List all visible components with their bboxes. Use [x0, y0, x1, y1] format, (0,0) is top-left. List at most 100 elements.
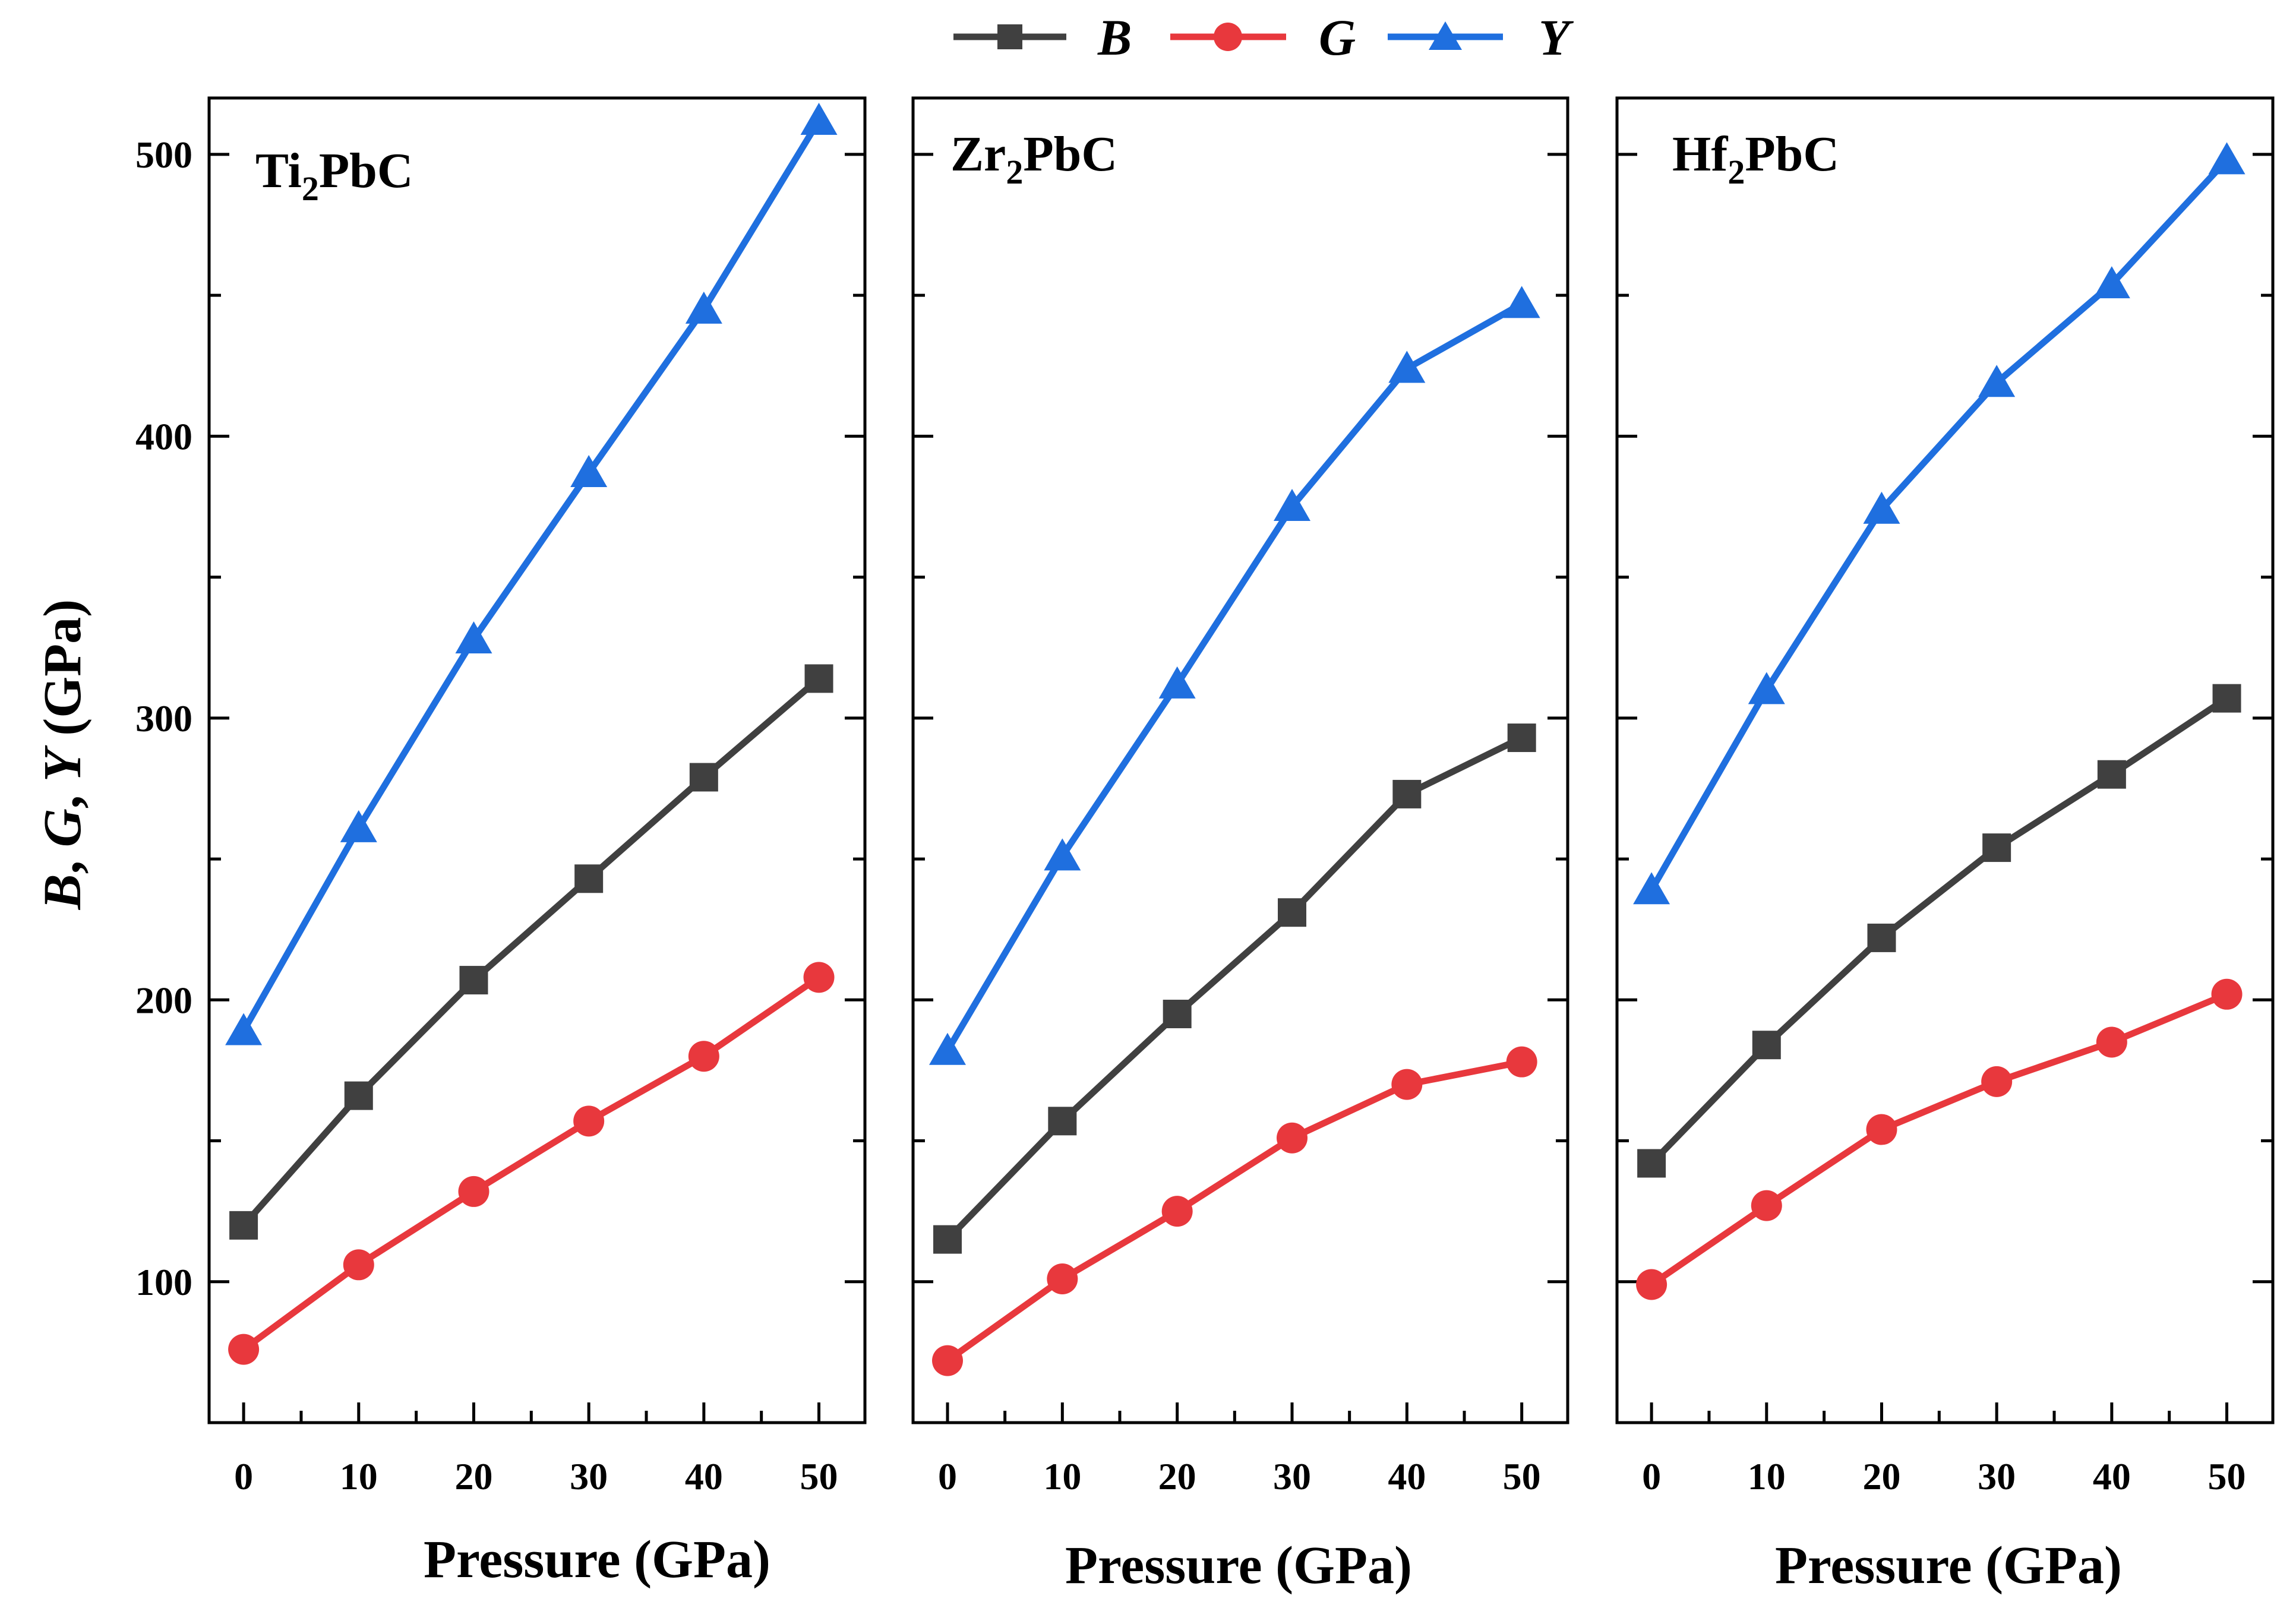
panel-zr2pbc: Zr2PbC Pressure (GPa) 0 10 20 30 40 50: [911, 96, 1569, 1595]
y-axis-title-part: B: [33, 874, 92, 910]
series-line-b-hf2pbc: [1649, 696, 2229, 1166]
data-point-y: [929, 1032, 966, 1065]
data-point-g: [1866, 1114, 1897, 1145]
data-point-y: [1388, 350, 1426, 383]
legend-entry-b: B: [953, 9, 1132, 66]
data-point-b: [229, 1211, 258, 1240]
legend-entry-g: G: [1170, 9, 1356, 66]
x-tick-label: 40: [2093, 1455, 2131, 1497]
data-point-y: [1748, 672, 1785, 704]
data-point-g: [1636, 1269, 1667, 1300]
legend-marker-y: [1429, 21, 1462, 50]
x-tick-label: 50: [2208, 1455, 2246, 1497]
series-line-b-zr2pbc: [945, 735, 1524, 1242]
y-axis-title-part: Y: [33, 745, 92, 782]
data-point-g: [573, 1105, 605, 1137]
data-point-b: [459, 966, 488, 995]
x-tick-label: 30: [1273, 1455, 1311, 1497]
series-line-g-hf2pbc: [1649, 991, 2228, 1288]
y-tick-label: 100: [135, 1261, 192, 1303]
x-tick-label: 10: [1748, 1455, 1786, 1497]
x-axis-title-zr2pbc: Pressure (GPa): [1065, 1536, 1412, 1595]
plot-frame: [207, 96, 867, 1424]
data-point-g: [1391, 1069, 1423, 1100]
data-point-y: [455, 621, 492, 653]
data-point-b: [1163, 1000, 1192, 1029]
data-point-b: [689, 763, 718, 792]
x-tick-label: 50: [1503, 1455, 1541, 1497]
data-point-g: [228, 1334, 260, 1365]
series-line-g-ti2pbc: [241, 974, 821, 1353]
x-tick-label: 0: [1642, 1455, 1661, 1497]
data-point-b: [1392, 779, 1422, 808]
legend-label-y: Y: [1539, 9, 1574, 66]
data-point-y: [1044, 838, 1081, 871]
data-point-g: [458, 1176, 489, 1207]
data-point-y: [1863, 491, 1900, 524]
data-point-y: [1633, 872, 1670, 905]
legend-label-g: G: [1319, 9, 1356, 66]
data-point-g: [1277, 1122, 1308, 1154]
data-point-b: [574, 864, 604, 893]
x-axis-title-ti2pbc: Pressure (GPa): [424, 1530, 770, 1589]
x-tick-label: 50: [800, 1455, 838, 1497]
data-point-b: [1867, 923, 1896, 952]
data-point-y: [1158, 666, 1196, 699]
data-point-g: [803, 962, 835, 993]
x-tick-label: 0: [938, 1455, 957, 1497]
legend: B G Y: [953, 9, 1574, 66]
data-point-y: [800, 102, 838, 135]
data-point-g: [1506, 1046, 1537, 1078]
data-point-b: [1982, 833, 2011, 862]
series-line-y-zr2pbc: [945, 301, 1524, 1053]
panel-title-hf2pbc: Hf2PbC: [1672, 127, 1839, 191]
plot-frame: [911, 96, 1569, 1424]
x-tick-label: 0: [234, 1455, 253, 1497]
x-tick-label: 20: [1158, 1455, 1196, 1497]
data-point-y: [1503, 286, 1540, 318]
series-line-y-hf2pbc: [1648, 157, 2229, 892]
x-tick-label: 20: [454, 1455, 492, 1497]
data-point-y: [2208, 142, 2246, 175]
data-point-b: [1048, 1107, 1077, 1136]
data-point-b: [1278, 898, 1306, 927]
data-point-g: [1981, 1066, 2013, 1097]
data-point-y: [225, 1013, 263, 1045]
x-tick-label: 10: [1043, 1455, 1081, 1497]
data-point-g: [1047, 1263, 1078, 1295]
data-point-g: [2211, 978, 2243, 1010]
data-point-g: [2096, 1026, 2127, 1058]
y-axis-title-part: G: [33, 808, 92, 847]
data-point-y: [340, 810, 377, 842]
x-tick-label: 40: [685, 1455, 723, 1497]
x-tick-label: 40: [1388, 1455, 1426, 1497]
data-point-b: [344, 1081, 373, 1110]
panel-title-ti2pbc: Ti2PbC: [255, 143, 413, 208]
legend-marker-g: [1214, 23, 1242, 51]
y-axis-title-part: (GPa): [33, 599, 92, 749]
y-tick-label: 400: [135, 415, 192, 457]
x-tick-label: 30: [570, 1455, 608, 1497]
data-point-y: [685, 291, 722, 324]
data-point-b: [1752, 1031, 1781, 1060]
series-line-g-zr2pbc: [945, 1059, 1523, 1364]
data-point-g: [1161, 1196, 1193, 1227]
data-point-b: [1507, 723, 1536, 753]
legend-entry-y: Y: [1388, 9, 1574, 66]
plot-frame: [1615, 96, 2275, 1424]
data-point-y: [1274, 488, 1310, 521]
data-point-b: [933, 1225, 962, 1254]
x-axis-title-hf2pbc: Pressure (GPa): [1775, 1536, 2122, 1595]
y-axis-title: B, G, Y (GPa): [33, 599, 92, 910]
data-point-g: [1751, 1190, 1782, 1221]
data-point-b: [2097, 760, 2126, 789]
legend-marker-b: [997, 24, 1022, 49]
y-axis-title-part: ,: [33, 847, 92, 874]
panel-hf2pbc: Hf2PbC Pressure (GPa) 0 10 20 30 40 50: [1615, 96, 2275, 1595]
y-tick-label: 200: [135, 979, 192, 1021]
data-point-y: [570, 455, 608, 488]
data-point-b: [2212, 684, 2241, 713]
series-line-b-ti2pbc: [241, 676, 822, 1228]
data-point-y: [2093, 266, 2130, 299]
